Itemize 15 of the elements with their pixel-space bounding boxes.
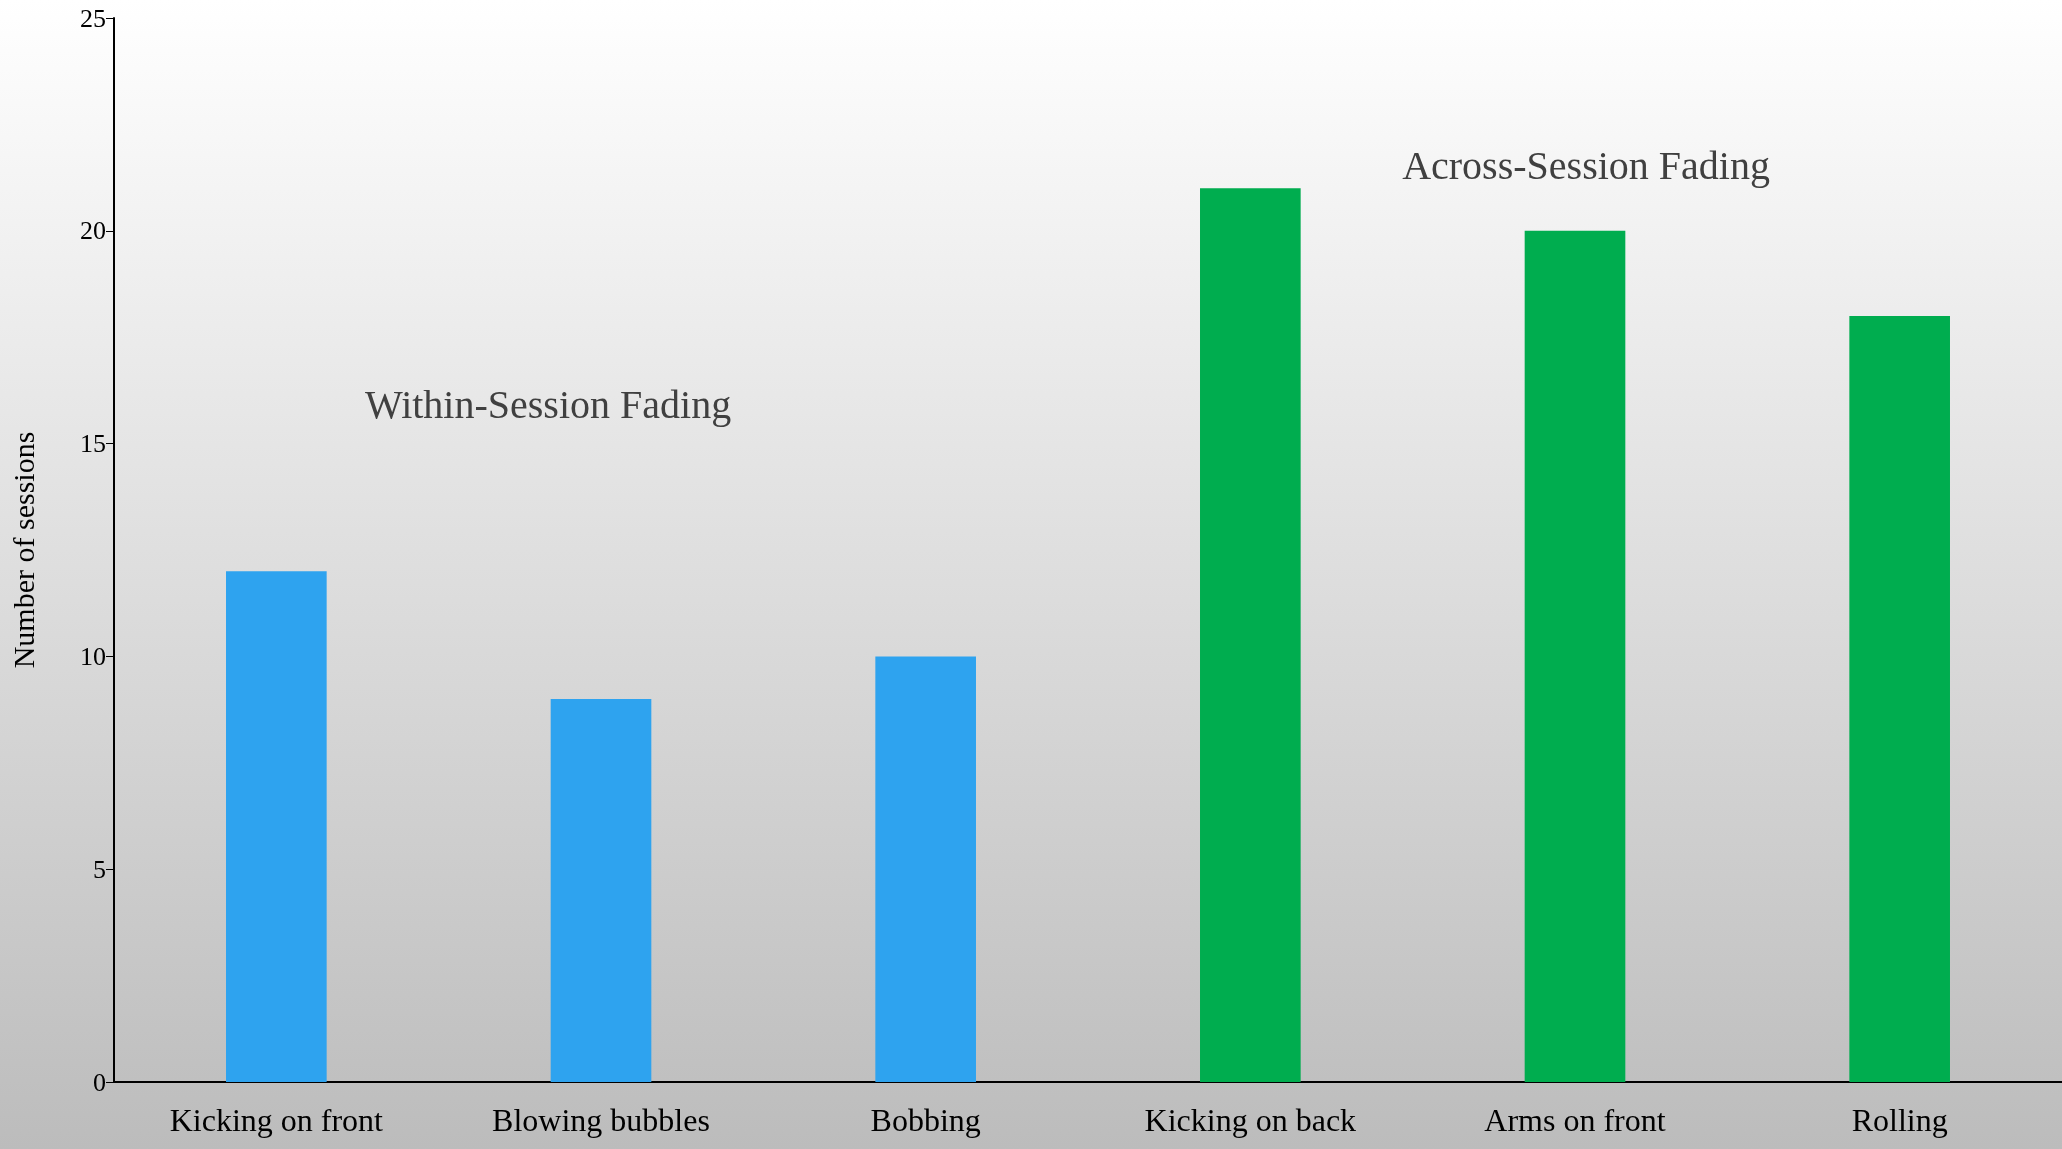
x-tick-label: Kicking on front: [169, 1102, 384, 1138]
y-tick-label: 0: [93, 1067, 106, 1097]
annotation: Across-Session Fading: [1402, 143, 1770, 189]
y-tick-label: 15: [80, 429, 106, 459]
x-tick-label: Rolling: [1851, 1102, 1948, 1138]
x-tick-label: Bobbing: [870, 1102, 981, 1138]
y-tick-label: 20: [80, 216, 106, 246]
y-axis-title: Number of sessions: [6, 431, 40, 669]
x-tick-label: Blowing bubbles: [492, 1102, 710, 1138]
y-tick-label: 10: [80, 641, 106, 671]
annotation: Within-Session Fading: [364, 382, 732, 428]
y-tick-label: 5: [93, 854, 106, 884]
x-tick-label: Kicking on back: [1144, 1102, 1357, 1138]
x-tick-label: Arms on front: [1484, 1102, 1666, 1138]
y-tick-label: 25: [80, 3, 106, 33]
